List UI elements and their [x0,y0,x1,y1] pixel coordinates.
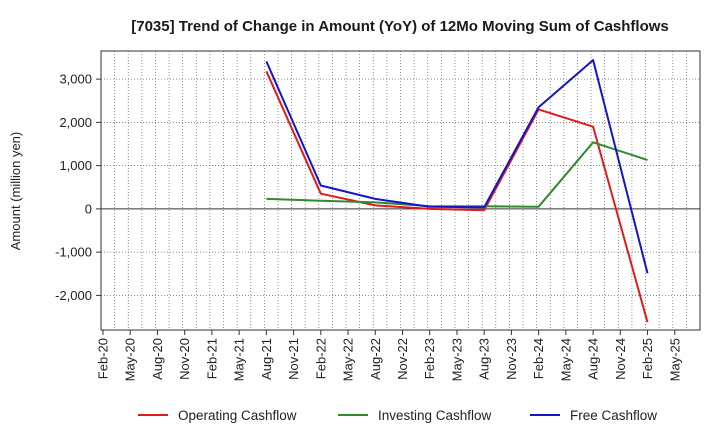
x-tick-label: Aug-24 [586,338,601,380]
y-tick-label: 0 [85,201,92,216]
x-tick-label: May-20 [123,338,138,381]
legend-label: Investing Cashflow [378,408,492,423]
x-tick-label: May-23 [449,338,464,381]
y-tick-label: -1,000 [55,245,92,260]
x-tick-label: Nov-24 [613,338,628,380]
legend: Operating Cashflow Investing Cashflow Free… [138,408,657,423]
y-tick-label: -2,000 [55,288,92,303]
x-tick-label: Feb-21 [204,338,219,379]
y-tick-label: 3,000 [59,72,92,87]
y-axis-ticks: -2,000 -1,000 0 1,000 2,000 3,000 [55,72,101,303]
x-tick-label: May-24 [558,338,573,381]
x-tick-label: Aug-21 [259,338,274,380]
x-tick-label: May-21 [232,338,247,381]
series-line-free-cashflow [265,59,649,274]
plot-area-frame [100,50,701,331]
plot-area-background [101,51,700,330]
x-tick-label: Feb-20 [96,338,111,379]
y-tick-label: 2,000 [59,115,92,130]
y-axis-label: Amount (million yen) [8,132,23,251]
x-tick-label: May-22 [341,338,356,381]
x-tick-label: Feb-25 [640,338,655,379]
x-tick-label: Feb-24 [531,338,546,379]
series-line-operating-cashflow [265,70,649,323]
x-tick-label: May-25 [667,338,682,381]
x-tick-label: Aug-23 [477,338,492,380]
x-tick-label: Feb-22 [313,338,328,379]
x-tick-label: Aug-22 [368,338,383,380]
x-tick-label: Nov-23 [504,338,519,380]
grid-lines [100,51,701,330]
x-tick-label: Aug-20 [150,338,165,380]
legend-label: Operating Cashflow [178,408,297,423]
series-lines [265,59,649,323]
y-tick-label: 1,000 [59,158,92,173]
legend-label: Free Cashflow [570,408,657,423]
chart-title: [7035] Trend of Change in Amount (YoY) o… [131,18,669,35]
x-tick-label: Nov-20 [177,338,192,380]
x-tick-label: Nov-21 [286,338,301,380]
x-tick-label: Nov-22 [395,338,410,380]
x-axis-ticks: Feb-20 May-20 Aug-20 Nov-20 Feb-21 May-21 Aug-… [96,330,682,381]
x-tick-label: Feb-23 [422,338,437,379]
